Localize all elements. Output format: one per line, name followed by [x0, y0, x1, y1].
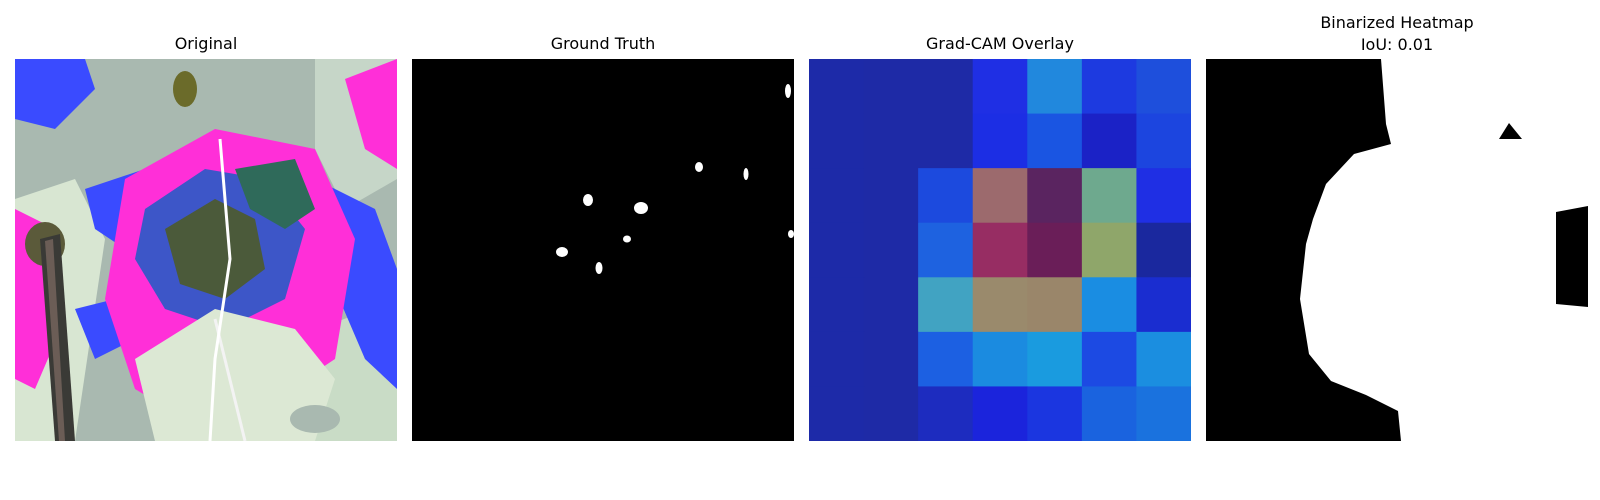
heatmap-cell — [863, 331, 919, 387]
heatmap-cell — [1027, 113, 1083, 169]
panel-title-ground-truth: Ground Truth — [550, 34, 656, 53]
heatmap-cell — [1081, 222, 1137, 278]
heatmap-cell — [972, 168, 1028, 224]
heatmap-cell — [809, 113, 865, 169]
heatmap-cell — [1027, 222, 1083, 278]
heatmap-cell — [1136, 168, 1191, 224]
heatmap-cell — [918, 168, 974, 224]
panel-title-binarized-heatmap: Binarized Heatmap — [1320, 13, 1474, 32]
heatmap-cell — [863, 277, 919, 333]
original-image — [15, 59, 397, 441]
heatmap-cell — [809, 331, 865, 387]
heatmap-cell — [918, 331, 974, 387]
heatmap-cell — [1081, 59, 1137, 115]
heatmap-cell — [918, 222, 974, 278]
heatmap-cell — [972, 331, 1028, 387]
heatmap-cell — [972, 222, 1028, 278]
heatmap-cell — [809, 168, 865, 224]
gradcam-heatmap-grid — [809, 59, 1191, 441]
heatmap-cell — [863, 113, 919, 169]
heatmap-cell — [972, 113, 1028, 169]
heatmap-cell — [809, 59, 865, 115]
heatmap-cell — [1081, 168, 1137, 224]
heatmap-cell — [809, 222, 865, 278]
heatmap-cell — [809, 386, 865, 441]
iou-score-label: IoU: 0.01 — [1360, 35, 1434, 54]
heatmap-cell — [1136, 59, 1191, 115]
heatmap-cell — [809, 277, 865, 333]
gradcam-overlay — [809, 59, 1191, 441]
heatmap-cell — [1027, 277, 1083, 333]
heatmap-cell — [1027, 59, 1083, 115]
heatmap-cell — [863, 59, 919, 115]
heatmap-cell — [918, 277, 974, 333]
panel-title-original: Original — [174, 34, 238, 53]
binarized-heatmap — [1206, 59, 1588, 441]
heatmap-cell — [918, 386, 974, 441]
heatmap-cell — [918, 113, 974, 169]
heatmap-cell — [1081, 113, 1137, 169]
heatmap-cell — [1027, 331, 1083, 387]
heatmap-cell — [1136, 331, 1191, 387]
heatmap-cell — [1027, 168, 1083, 224]
heatmap-cell — [1081, 386, 1137, 441]
heatmap-cell — [918, 59, 974, 115]
panel-title-gradcam-overlay: Grad-CAM Overlay — [926, 34, 1074, 53]
heatmap-cell — [972, 386, 1028, 441]
heatmap-cell — [1136, 113, 1191, 169]
heatmap-cell — [972, 277, 1028, 333]
heatmap-cell — [863, 168, 919, 224]
heatmap-cell — [972, 59, 1028, 115]
ground-truth-mask — [412, 59, 794, 441]
heatmap-cell — [863, 222, 919, 278]
heatmap-cell — [1027, 386, 1083, 441]
heatmap-cell — [1136, 386, 1191, 441]
heatmap-cell — [863, 386, 919, 441]
heatmap-cell — [1081, 331, 1137, 387]
heatmap-cell — [1081, 277, 1137, 333]
heatmap-cell — [1136, 277, 1191, 333]
heatmap-cell — [1136, 222, 1191, 278]
